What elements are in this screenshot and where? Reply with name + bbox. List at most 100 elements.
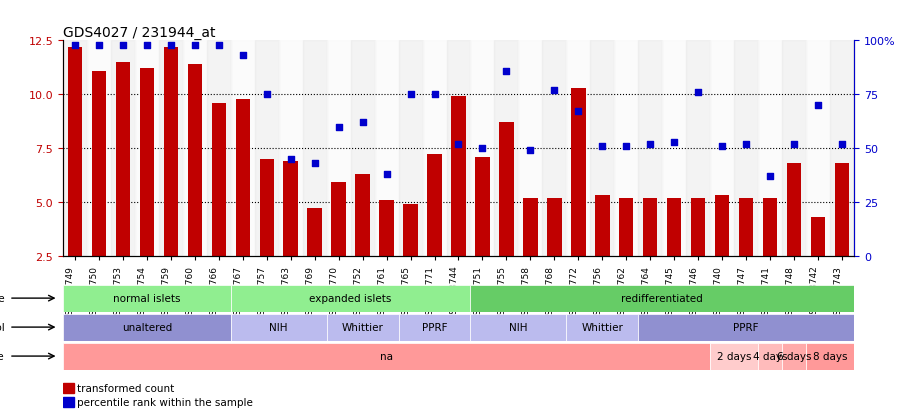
Point	[715, 143, 729, 150]
Bar	[447, 41, 470, 256]
Bar	[404, 204, 418, 256]
Point	[332, 124, 346, 131]
Text: Whittier: Whittier	[342, 322, 384, 332]
Bar	[398, 41, 423, 256]
Bar	[715, 196, 729, 256]
Bar	[686, 41, 710, 256]
Bar	[806, 41, 830, 256]
Point	[92, 42, 106, 49]
Point	[619, 143, 634, 150]
Bar	[326, 41, 351, 256]
FancyBboxPatch shape	[63, 343, 710, 370]
Bar	[547, 198, 562, 256]
FancyBboxPatch shape	[782, 343, 806, 370]
Text: 8 days: 8 days	[813, 351, 848, 361]
Text: Whittier: Whittier	[582, 322, 623, 332]
Bar	[279, 41, 303, 256]
FancyBboxPatch shape	[63, 285, 231, 312]
Point	[116, 42, 130, 49]
Point	[476, 145, 490, 152]
Point	[283, 156, 298, 163]
Bar	[188, 65, 202, 256]
Point	[260, 92, 274, 98]
Text: redifferentiated: redifferentiated	[621, 293, 703, 304]
FancyBboxPatch shape	[806, 343, 854, 370]
Bar	[643, 198, 657, 256]
FancyBboxPatch shape	[63, 314, 231, 341]
Bar	[523, 198, 538, 256]
Bar	[499, 123, 513, 256]
Text: na: na	[380, 351, 393, 361]
Point	[643, 141, 657, 148]
Bar	[63, 41, 87, 256]
FancyBboxPatch shape	[638, 314, 854, 341]
Bar	[830, 41, 854, 256]
FancyBboxPatch shape	[398, 314, 470, 341]
Bar	[758, 41, 782, 256]
Point	[355, 120, 369, 126]
Bar	[283, 161, 298, 256]
Bar	[835, 164, 850, 256]
Bar	[571, 88, 585, 256]
Bar	[476, 157, 490, 256]
Point	[595, 143, 610, 150]
Point	[67, 42, 82, 49]
Point	[523, 147, 538, 154]
Bar	[782, 41, 806, 256]
Point	[307, 160, 322, 167]
Bar	[111, 41, 135, 256]
Bar	[566, 41, 591, 256]
Point	[835, 141, 850, 148]
Bar	[67, 48, 82, 256]
Bar	[638, 41, 663, 256]
Bar	[303, 41, 326, 256]
Text: 2 days: 2 days	[717, 351, 752, 361]
Bar	[182, 41, 207, 256]
Point	[787, 141, 801, 148]
Bar	[470, 41, 494, 256]
FancyBboxPatch shape	[566, 314, 638, 341]
FancyBboxPatch shape	[231, 285, 470, 312]
Text: PPRF: PPRF	[734, 322, 759, 332]
Bar	[375, 41, 398, 256]
Point	[667, 139, 681, 145]
Point	[811, 102, 825, 109]
FancyBboxPatch shape	[326, 314, 398, 341]
Bar	[63, 397, 74, 407]
Point	[739, 141, 753, 148]
Point	[763, 173, 778, 180]
Point	[571, 109, 585, 116]
Text: protocol: protocol	[0, 322, 4, 332]
Bar	[494, 41, 519, 256]
Text: time: time	[0, 351, 4, 361]
Point	[379, 171, 394, 178]
Bar	[614, 41, 638, 256]
Bar	[231, 41, 254, 256]
Text: 4 days: 4 days	[752, 351, 788, 361]
Bar	[260, 159, 274, 256]
Bar	[595, 196, 610, 256]
Point	[691, 90, 706, 96]
Text: GDS4027 / 231944_at: GDS4027 / 231944_at	[63, 26, 216, 40]
Point	[188, 42, 202, 49]
Bar	[734, 41, 758, 256]
FancyBboxPatch shape	[710, 343, 758, 370]
Text: NIH: NIH	[509, 322, 528, 332]
FancyBboxPatch shape	[470, 314, 566, 341]
Bar	[787, 164, 801, 256]
FancyBboxPatch shape	[470, 285, 854, 312]
Text: normal islets: normal islets	[113, 293, 181, 304]
Bar	[663, 41, 686, 256]
Text: cell type: cell type	[0, 293, 4, 304]
Bar	[236, 99, 250, 256]
Bar	[351, 41, 375, 256]
Bar	[207, 41, 231, 256]
Bar	[763, 198, 778, 256]
Text: percentile rank within the sample: percentile rank within the sample	[77, 398, 254, 408]
Bar	[427, 155, 441, 256]
Text: expanded islets: expanded islets	[309, 293, 392, 304]
Point	[164, 42, 178, 49]
Text: 6 days: 6 days	[777, 351, 812, 361]
Bar	[591, 41, 614, 256]
Bar	[164, 48, 178, 256]
